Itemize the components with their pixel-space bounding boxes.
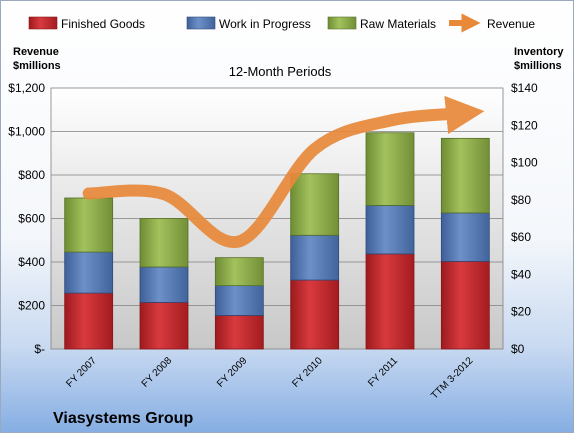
bar-work-in-progress	[139, 266, 189, 303]
legend-item-raw-materials: Raw Materials	[327, 16, 436, 31]
right-tick-label: $120	[511, 118, 538, 132]
bar-raw-materials	[139, 218, 189, 268]
x-tick-label: TTM 3-2012	[429, 355, 476, 402]
right-tick-label: $80	[511, 193, 531, 207]
bar-work-in-progress	[440, 212, 490, 262]
legend-swatch-work-in-progress	[186, 16, 216, 30]
right-tick-label: $100	[511, 156, 538, 170]
left-tick-label: $-	[34, 342, 45, 356]
bar-raw-materials	[440, 137, 490, 214]
legend-label-revenue: Revenue	[487, 17, 535, 31]
left-axis-title-line2: $millions	[13, 60, 61, 72]
bar-work-in-progress	[290, 234, 340, 281]
right-tick-label: $140	[511, 81, 538, 95]
bar-work-in-progress	[365, 205, 415, 255]
legend: Finished Goods Work in Progress Raw Mate…	[28, 13, 535, 33]
revenue-series-line	[82, 95, 485, 249]
x-tick-label: FY 2007	[64, 355, 99, 390]
bar-raw-materials	[365, 132, 415, 206]
bar-raw-materials	[290, 173, 340, 236]
bar-raw-materials	[64, 197, 114, 253]
bar-finished-goods	[214, 315, 264, 350]
right-tick-label: $60	[511, 230, 531, 244]
bar-raw-materials	[214, 257, 264, 287]
left-tick-label: $1,000	[8, 125, 45, 139]
left-tick-label: $200	[18, 299, 45, 313]
bar-finished-goods	[64, 292, 114, 350]
bar-work-in-progress	[214, 285, 264, 316]
left-tick-label: $600	[18, 212, 45, 226]
right-tick-label: $40	[511, 267, 531, 281]
bar-finished-goods	[365, 253, 415, 350]
legend-swatch-raw-materials	[327, 16, 357, 30]
right-tick-label: $20	[511, 305, 531, 319]
legend-label-work-in-progress: Work in Progress	[219, 17, 311, 31]
right-axis-title-line2: $millions	[514, 60, 562, 72]
bar-finished-goods	[290, 279, 340, 350]
left-tick-label: $800	[18, 168, 45, 182]
left-axis-ticks: $- $200 $400 $600 $800 $1,000 $1,200	[8, 81, 45, 356]
legend-item-revenue: Revenue	[449, 13, 535, 33]
right-axis-title-line1: Inventory	[514, 46, 564, 58]
chart-subtitle: 12-Month Periods	[229, 64, 332, 79]
x-tick-label: FY 2009	[215, 355, 250, 390]
legend-label-finished-goods: Finished Goods	[61, 17, 145, 31]
bars	[64, 132, 490, 350]
legend-label-raw-materials: Raw Materials	[360, 17, 436, 31]
legend-item-work-in-progress: Work in Progress	[186, 16, 311, 31]
x-tick-label: FY 2008	[140, 355, 175, 390]
revenue-line	[82, 95, 485, 249]
legend-item-finished-goods: Finished Goods	[28, 16, 145, 31]
left-axis-title-line1: Revenue	[13, 46, 59, 58]
bar-finished-goods	[139, 301, 189, 350]
gridlines	[51, 131, 503, 306]
legend-swatch-finished-goods	[28, 16, 58, 30]
x-axis-ticks: FY 2007 FY 2008 FY 2009 FY 2010 FY 2011 TTM 3…	[64, 355, 475, 402]
bar-work-in-progress	[64, 251, 114, 294]
company-name: Viasystems Group	[53, 410, 193, 427]
bar-finished-goods	[440, 260, 490, 350]
left-tick-label: $400	[18, 255, 45, 269]
right-tick-label: $0	[511, 342, 525, 356]
left-tick-label: $1,200	[8, 81, 45, 95]
x-tick-label: FY 2010	[290, 355, 325, 390]
right-axis-ticks: $0 $20 $40 $60 $80 $100 $120 $140	[511, 81, 538, 356]
x-tick-label: FY 2011	[366, 355, 400, 389]
